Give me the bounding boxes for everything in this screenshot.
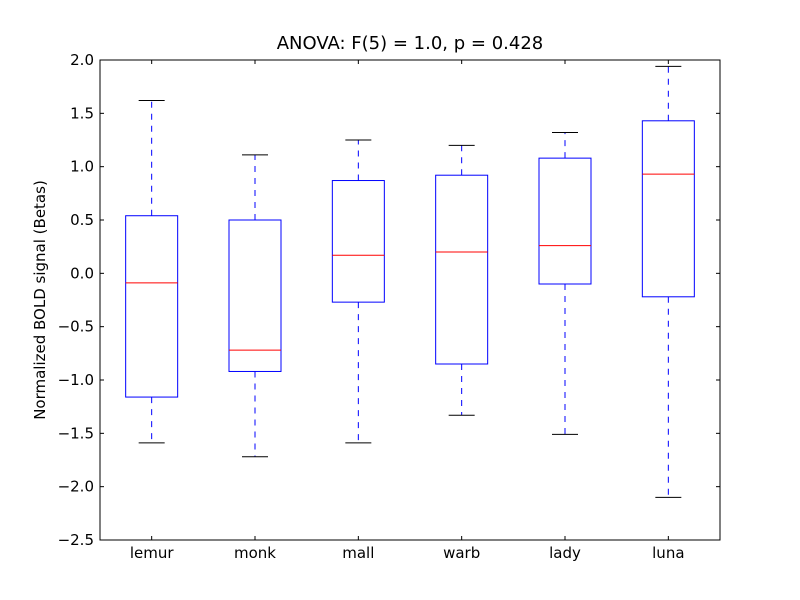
y-tick-label: −1.0 <box>58 371 94 389</box>
x-tick-label: lady <box>549 544 581 562</box>
box-lady <box>538 157 592 285</box>
y-tick-label: −2.0 <box>58 478 94 496</box>
x-tick-label: monk <box>234 544 276 562</box>
y-tick-label: 1.5 <box>70 104 94 122</box>
y-tick-label: −2.5 <box>58 531 94 549</box>
x-tick-label: lemur <box>130 544 175 562</box>
axes-frame <box>99 59 721 541</box>
plot-marks: 2.0 1.5 1.0 0.5 0.0 −0.5 −1.0 −1.5 −2.0 −2.5 lemur… <box>58 51 720 562</box>
box-monk <box>228 219 282 372</box>
y-tick-label: 0.5 <box>70 211 94 229</box>
box-mall <box>331 180 385 303</box>
x-tick-label: warb <box>443 544 480 562</box>
box-warb <box>435 174 489 365</box>
y-tick-label: −0.5 <box>58 318 94 336</box>
y-tick-label: 0.0 <box>70 264 94 282</box>
y-tick-label: −1.5 <box>58 424 94 442</box>
y-tick-label: 2.0 <box>70 51 94 69</box>
chart-title: ANOVA: F(5) = 1.0, p = 0.428 <box>277 33 544 54</box>
x-tick-label: luna <box>652 544 684 562</box>
y-axis-label: Normalized BOLD signal (Betas) <box>31 180 49 420</box>
box-lemur <box>125 215 179 398</box>
box-luna <box>641 120 695 298</box>
x-tick-label: mall <box>342 544 374 562</box>
y-tick-label: 1.0 <box>70 158 94 176</box>
